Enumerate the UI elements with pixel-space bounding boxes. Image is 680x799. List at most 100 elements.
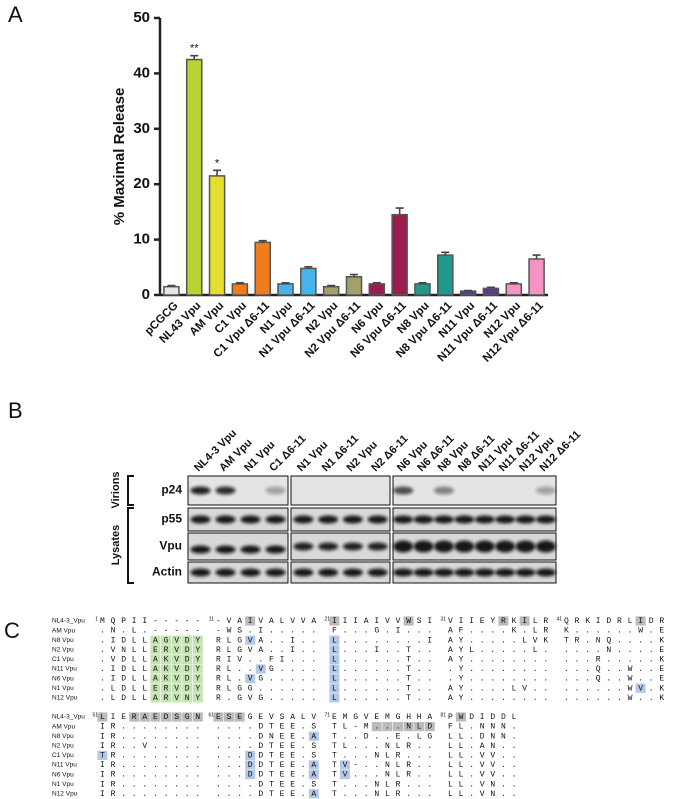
bar [391, 213, 408, 296]
error-bar [167, 284, 176, 287]
band [454, 568, 475, 577]
residue-highlight [519, 616, 530, 626]
sequence-segment: L......T.. [332, 665, 438, 674]
row-label: p24 [161, 483, 182, 497]
residue-highlight [329, 683, 340, 693]
blot-panel [187, 561, 289, 584]
band [342, 515, 363, 524]
error-bar [281, 282, 290, 284]
panel-label: B [8, 398, 23, 423]
error-bar [441, 251, 450, 256]
band [535, 486, 556, 495]
sequence-segment: LIERAEDSGN [100, 713, 206, 722]
residue-highlight [245, 760, 256, 770]
residue-highlight [382, 722, 393, 732]
sequence-name: N11 Vpu [52, 666, 77, 673]
residue-highlight [255, 664, 266, 674]
sequence-segment: L...I..T.. [332, 646, 438, 655]
bar [322, 285, 340, 296]
y-tick-label: 50 [133, 9, 150, 26]
sequence-segment: IR........ [100, 771, 206, 780]
residue-highlight [308, 770, 319, 780]
y-tick-label: 30 [133, 120, 150, 137]
band [293, 542, 314, 551]
band [515, 568, 536, 577]
sequence-segment: IIIAIVVWSI [332, 617, 438, 626]
sequence-segment: LL.DNN. [448, 732, 522, 741]
sequence-segment: AF....K.LR [448, 627, 554, 636]
sequence-segment: AY.....LVK [448, 636, 554, 645]
sequence-name: N6 Vpu [52, 771, 74, 778]
sequence-name: N8 Vpu [52, 637, 74, 644]
residue-highlight [182, 674, 193, 684]
position-marker: 61 [208, 712, 214, 718]
band [454, 515, 475, 524]
residue-highlight [329, 664, 340, 674]
band [367, 542, 388, 551]
bar [368, 283, 386, 296]
residue-highlight [171, 683, 182, 693]
residue-highlight [150, 645, 161, 655]
bar [437, 254, 454, 296]
residue-highlight [635, 616, 646, 626]
band [393, 540, 414, 553]
sequence-name: C1 Vpu [52, 656, 74, 663]
residue-highlight [403, 616, 414, 626]
sequence-name: N1 Vpu [52, 685, 74, 692]
band [240, 568, 261, 577]
sequence-segment: AYL.....L. [448, 646, 554, 655]
residue-highlight [161, 664, 171, 674]
sequence-segment: L......T.. [332, 684, 438, 693]
band [495, 568, 516, 577]
error-bar [395, 207, 404, 215]
sequence-segment: LL.VV.. [448, 771, 522, 780]
blot-panel [392, 475, 557, 506]
sequence-segment: AY........ [448, 694, 554, 703]
sequence-segment: IR........ [100, 780, 206, 789]
residue-highlight [150, 674, 161, 684]
sequence-segment: ......W..K [564, 694, 670, 703]
error-bar [418, 282, 427, 284]
band [433, 540, 454, 553]
y-axis-title: % Maximal Release [111, 88, 128, 226]
sequence-segment: T..D..E.LG [332, 732, 438, 741]
residue-highlight [150, 693, 161, 703]
band [215, 486, 236, 495]
error-bar [464, 289, 473, 292]
residue-highlight [161, 693, 171, 703]
sequence-segment: IR........ [100, 790, 206, 799]
band [318, 542, 339, 551]
bar [414, 283, 431, 296]
sequence-segment: VIIEYRKILR [448, 617, 554, 626]
residue-highlight [161, 674, 171, 684]
sequence-name: NL4-3_Vpu [52, 618, 85, 625]
residue-highlight [192, 664, 203, 674]
sequence-segment: LL.AN.. [448, 742, 522, 751]
residue-highlight [192, 645, 203, 655]
residue-highlight [245, 770, 256, 780]
residue-highlight [234, 712, 245, 722]
band [393, 486, 414, 495]
band [433, 568, 454, 577]
sequence-segment: RLGVA..I.. [216, 646, 322, 655]
residue-highlight [182, 712, 193, 722]
error-bar [258, 239, 267, 243]
sequence-segment: .IDLLAKVDY [100, 665, 206, 674]
residue-highlight [192, 674, 203, 684]
sequence-name: N1 Vpu [52, 781, 74, 788]
error-bar [190, 54, 199, 60]
blot-panel [392, 507, 557, 532]
sequence-segment: IR..V..... [100, 742, 206, 751]
sequence-segment: LL.VN.. [448, 790, 522, 799]
residue-highlight [171, 645, 182, 655]
band [474, 568, 495, 577]
residue-highlight [129, 712, 140, 722]
error-bar [235, 282, 244, 284]
residue-highlight [182, 683, 193, 693]
band [393, 568, 414, 577]
residue-highlight [161, 683, 171, 693]
sequence-segment: .IDLLAKVDY [100, 675, 206, 684]
sequence-segment: PWDIDDL [448, 713, 522, 722]
residue-highlight [340, 770, 350, 780]
band [495, 515, 516, 524]
